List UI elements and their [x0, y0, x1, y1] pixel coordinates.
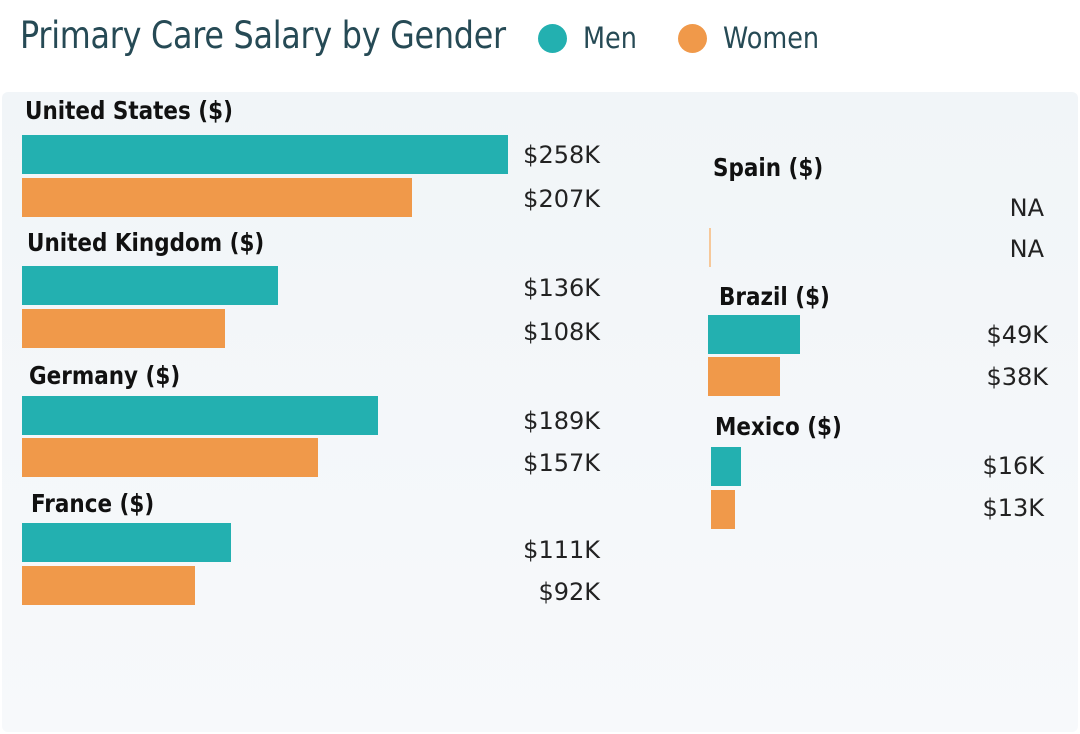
- bar-brazil-women: [708, 357, 780, 396]
- group-label-mexico: Mexico ($): [715, 412, 842, 441]
- value-label-brazil-men: $49K: [986, 321, 1048, 349]
- bar-united-kingdom-men: [22, 266, 278, 305]
- chart-title: Primary Care Salary by Gender: [20, 14, 506, 57]
- legend-item-men: Men: [538, 18, 644, 58]
- value-label-united-kingdom-men: $136K: [523, 274, 600, 302]
- bar-mexico-women: [711, 490, 735, 529]
- group-label-germany: Germany ($): [29, 361, 181, 390]
- value-label-germany-women: $157K: [523, 449, 600, 477]
- bar-france-men: [22, 523, 231, 562]
- group-label-united-states: United States ($): [25, 96, 233, 125]
- value-label-germany-men: $189K: [523, 407, 600, 435]
- value-label-united-states-men: $258K: [523, 141, 600, 169]
- bar-united-states-men: [22, 135, 508, 174]
- bar-united-kingdom-women: [22, 309, 225, 348]
- legend-swatch-women: [678, 23, 707, 53]
- value-label-mexico-women: $13K: [982, 494, 1044, 522]
- value-label-united-states-women: $207K: [523, 185, 600, 213]
- value-label-spain-women: NA: [1009, 235, 1044, 263]
- bar-france-women: [22, 566, 195, 605]
- bar-spain-men: [709, 190, 711, 229]
- bar-brazil-men: [708, 315, 800, 354]
- bar-germany-men: [22, 396, 378, 435]
- value-label-france-men: $111K: [523, 536, 600, 564]
- group-label-brazil: Brazil ($): [719, 282, 830, 311]
- value-label-united-kingdom-women: $108K: [523, 318, 600, 346]
- group-label-united-kingdom: United Kingdom ($): [27, 228, 265, 257]
- legend-label-women: Women: [723, 21, 820, 55]
- value-label-brazil-women: $38K: [986, 363, 1048, 391]
- group-label-france: France ($): [31, 489, 155, 518]
- value-label-mexico-men: $16K: [982, 452, 1044, 480]
- value-label-spain-men: NA: [1009, 194, 1044, 222]
- value-label-france-women: $92K: [538, 578, 600, 606]
- bar-germany-women: [22, 438, 318, 477]
- legend-item-women: Women: [678, 18, 832, 58]
- bar-united-states-women: [22, 178, 412, 217]
- legend-label-men: Men: [583, 21, 637, 55]
- group-label-spain: Spain ($): [713, 153, 824, 182]
- bar-mexico-men: [711, 447, 741, 486]
- bar-spain-women: [709, 228, 711, 267]
- legend-swatch-men: [538, 23, 567, 53]
